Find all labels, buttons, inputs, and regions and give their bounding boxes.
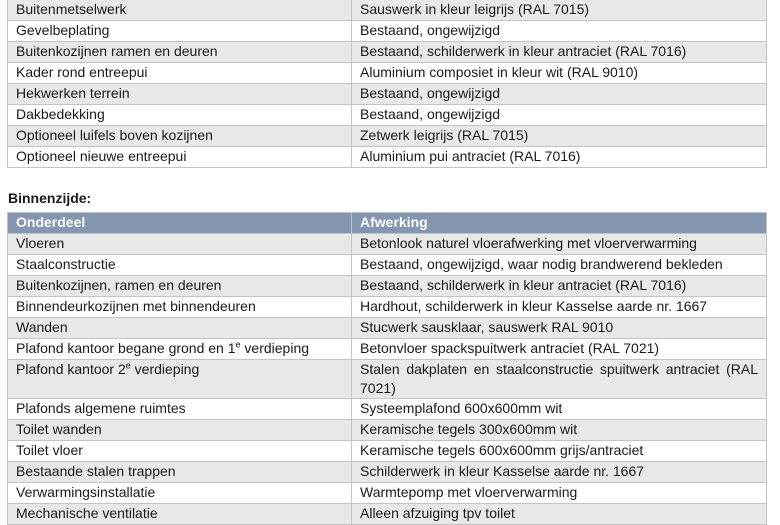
table-row: Mechanische ventilatie Alleen afzuiging t… bbox=[7, 503, 767, 525]
cell-afwerking: Alleen afzuiging tpv toilet bbox=[351, 503, 767, 525]
cell-afwerking: Betonlook naturel vloerafwerking met vlo… bbox=[351, 233, 767, 255]
header-onderdeel: Onderdeel bbox=[7, 212, 352, 234]
binnenzijde-table: Onderdeel Afwerking Vloeren Betonlook nat… bbox=[7, 212, 767, 525]
cell-text-part: verdieping bbox=[240, 340, 310, 356]
cell-onderdeel: Plafonds algemene ruimtes bbox=[7, 398, 352, 420]
cell-afwerking: Keramische tegels 600x600mm grijs/antrac… bbox=[351, 440, 767, 462]
cell-onderdeel: Buitenmetselwerk bbox=[7, 0, 352, 21]
cell-onderdeel: Toilet wanden bbox=[7, 419, 352, 441]
table-row: Staalconstructie Bestaand, ongewijzigd, w… bbox=[7, 254, 767, 276]
table-row: Verwarmingsinstallatie Warmtepomp met vlo… bbox=[7, 482, 767, 504]
cell-afwerking: Systeemplafond 600x600mm wit bbox=[351, 398, 767, 420]
cell-afwerking: Stalen dakplaten en staalconstructie spu… bbox=[351, 359, 767, 399]
table-row: Buitenmetselwerk Sauswerk in kleur leigri… bbox=[7, 0, 767, 21]
table-row: Wanden Stucwerk sausklaar, sauswerk RAL 9… bbox=[7, 317, 767, 339]
cell-text-part: e bbox=[125, 360, 131, 371]
table-row: Vloeren Betonlook naturel vloerafwerking … bbox=[7, 233, 767, 255]
cell-onderdeel: Plafond kantoor 2e verdieping bbox=[7, 359, 352, 399]
cell-afwerking: Sauswerk in kleur leigrijs (RAL 7015) bbox=[351, 0, 767, 21]
table-row: Dakbedekking Bestaand, ongewijzigd bbox=[7, 104, 767, 126]
cell-afwerking: Zetwerk leigrijs (RAL 7015) bbox=[351, 125, 767, 147]
cell-afwerking: Bestaand, ongewijzigd, waar nodig brandw… bbox=[351, 254, 767, 276]
cell-afwerking: Keramische tegels 300x600mm wit bbox=[351, 419, 767, 441]
table-row: Bestaande stalen trappen Schilderwerk in … bbox=[7, 461, 767, 483]
table-row: Binnendeurkozijnen met binnendeuren Hardh… bbox=[7, 296, 767, 318]
cell-afwerking: Aluminium composiet in kleur wit (RAL 90… bbox=[351, 62, 767, 84]
cell-onderdeel: Dakbedekking bbox=[7, 104, 352, 126]
table-row: Plafond kantoor begane grond en 1e verdi… bbox=[7, 338, 767, 360]
cell-onderdeel: Optioneel luifels boven kozijnen bbox=[7, 125, 352, 147]
cell-afwerking: Bestaand, schilderwerk in kleur antracie… bbox=[351, 275, 767, 297]
table-row: Plafonds algemene ruimtes Systeemplafond … bbox=[7, 398, 767, 420]
cell-onderdeel: Buitenkozijnen, ramen en deuren bbox=[7, 275, 352, 297]
cell-onderdeel: Toilet vloer bbox=[7, 440, 352, 462]
cell-onderdeel: Gevelbeplating bbox=[7, 20, 352, 42]
cell-onderdeel: Hekwerken terrein bbox=[7, 83, 352, 105]
table-row: Optioneel luifels boven kozijnen Zetwerk … bbox=[7, 125, 767, 147]
table-row: Toilet vloer Keramische tegels 600x600mm … bbox=[7, 440, 767, 462]
table-row: Buitenkozijnen ramen en deuren Bestaand, … bbox=[7, 41, 767, 63]
cell-afwerking: Bestaand, ongewijzigd bbox=[351, 20, 767, 42]
table-row: Gevelbeplating Bestaand, ongewijzigd bbox=[7, 20, 767, 42]
table-row: Toilet wanden Keramische tegels 300x600mm… bbox=[7, 419, 767, 441]
table-row: Kader rond entreepui Aluminium composiet … bbox=[7, 62, 767, 84]
table-header-row: Onderdeel Afwerking bbox=[7, 212, 767, 234]
buitenzijde-table: Buitenmetselwerk Sauswerk in kleur leigri… bbox=[7, 0, 767, 168]
cell-onderdeel: Mechanische ventilatie bbox=[7, 503, 352, 525]
cell-afwerking: Stucwerk sausklaar, sauswerk RAL 9010 bbox=[351, 317, 767, 339]
cell-text-part: Plafond kantoor begane grond en 1 bbox=[16, 340, 236, 356]
cell-onderdeel: Kader rond entreepui bbox=[7, 62, 352, 84]
cell-onderdeel: Buitenkozijnen ramen en deuren bbox=[7, 41, 352, 63]
header-afwerking: Afwerking bbox=[351, 212, 767, 234]
cell-afwerking: Bestaand, schilderwerk in kleur antracie… bbox=[351, 41, 767, 63]
cell-text-part: verdieping bbox=[130, 361, 200, 377]
cell-onderdeel: Wanden bbox=[7, 317, 352, 339]
binnenzijde-heading: Binnenzijde: bbox=[8, 190, 92, 206]
cell-afwerking: Bestaand, ongewijzigd bbox=[351, 83, 767, 105]
cell-onderdeel: Plafond kantoor begane grond en 1e verdi… bbox=[7, 338, 352, 360]
cell-afwerking: Bestaand, ongewijzigd bbox=[351, 104, 767, 126]
table-row: Optioneel nieuwe entreepui Aluminium pui … bbox=[7, 146, 767, 168]
table-row: Hekwerken terrein Bestaand, ongewijzigd bbox=[7, 83, 767, 105]
cell-onderdeel: Bestaande stalen trappen bbox=[7, 461, 352, 483]
cell-afwerking: Aluminium pui antraciet (RAL 7016) bbox=[351, 146, 767, 168]
cell-afwerking: Warmtepomp met vloerverwarming bbox=[351, 482, 767, 504]
cell-onderdeel: Binnendeurkozijnen met binnendeuren bbox=[7, 296, 352, 318]
cell-onderdeel: Verwarmingsinstallatie bbox=[7, 482, 352, 504]
cell-onderdeel: Optioneel nieuwe entreepui bbox=[7, 146, 352, 168]
cell-afwerking: Betonvloer spackspuitwerk antraciet (RAL… bbox=[351, 338, 767, 360]
cell-text-part: Plafond kantoor 2 bbox=[16, 361, 126, 377]
cell-onderdeel: Staalconstructie bbox=[7, 254, 352, 276]
cell-afwerking: Hardhout, schilderwerk in kleur Kasselse… bbox=[351, 296, 767, 318]
cell-afwerking: Schilderwerk in kleur Kasselse aarde nr.… bbox=[351, 461, 767, 483]
table-row: Plafond kantoor 2e verdieping Stalen dakp… bbox=[7, 359, 767, 399]
cell-text-part: e bbox=[235, 339, 241, 350]
cell-onderdeel: Vloeren bbox=[7, 233, 352, 255]
table-row: Buitenkozijnen, ramen en deuren Bestaand,… bbox=[7, 275, 767, 297]
